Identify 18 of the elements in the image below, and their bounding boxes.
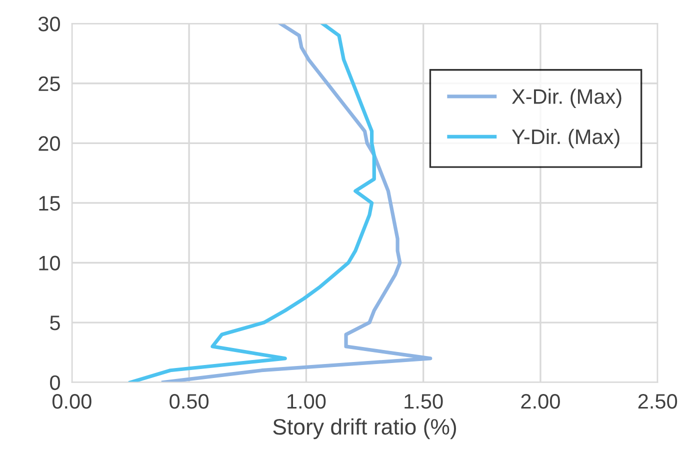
x-tick-label: 1.00	[288, 394, 326, 409]
x-tick-label: 2.00	[521, 394, 560, 409]
y-tick-label: 5	[50, 316, 60, 330]
x-tick-label: 2.50	[638, 394, 678, 409]
x-tick-label: 0.50	[170, 394, 209, 409]
line-series	[128, 24, 376, 382]
y-tick-label: 15	[39, 196, 60, 211]
y-tick-label: 30	[38, 16, 60, 32]
y-tick-label: 20	[38, 136, 60, 151]
legend-label: X-Dir. (Max)	[512, 88, 622, 108]
y-tick-label: 25	[38, 76, 60, 92]
x-axis-title: Story drift ratio (%)	[273, 418, 456, 440]
x-tick-label: 1.50	[404, 394, 443, 409]
line-series	[161, 24, 432, 382]
y-tick-label: 0	[50, 375, 60, 390]
legend-label: Y-Dir. (Max)	[512, 128, 620, 148]
x-tick-label: 0.00	[52, 394, 92, 409]
y-tick-label: 10	[39, 256, 60, 270]
